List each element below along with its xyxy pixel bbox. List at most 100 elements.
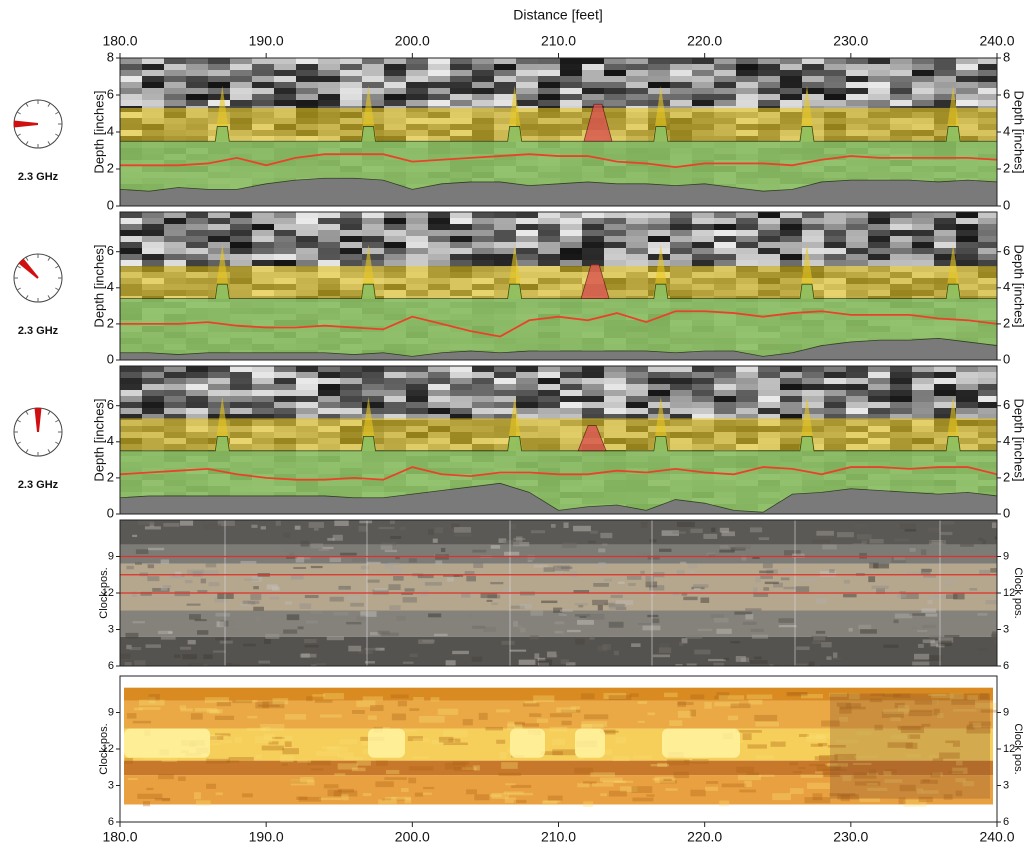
photo-texture: [250, 594, 261, 600]
radar-texture: [384, 218, 406, 224]
photo-texture: [388, 584, 400, 590]
heat-texture: [706, 781, 718, 784]
y-tick-label: 2: [107, 469, 114, 484]
radar-texture: [494, 224, 516, 230]
x-tick-label: 180.0: [102, 33, 137, 49]
radar-texture: [560, 64, 582, 70]
heat-texture: [137, 794, 162, 799]
radar-texture: [626, 70, 648, 76]
radar-texture: [164, 94, 186, 100]
radar-texture: [802, 224, 824, 230]
radar-texture: [890, 254, 912, 260]
radar-texture: [868, 100, 890, 106]
heat-texture: [632, 798, 653, 802]
photo-texture: [381, 542, 396, 545]
photo-texture: [125, 662, 132, 666]
photo-texture: [215, 613, 230, 617]
radar-texture: [120, 76, 142, 82]
radar-texture: [824, 408, 846, 414]
heat-texture: [215, 716, 234, 720]
radar-texture: [560, 384, 582, 390]
radar-texture: [648, 248, 670, 254]
radar-texture: [164, 82, 186, 88]
radar-texture: [230, 260, 252, 266]
heat-texture: [736, 730, 762, 733]
radar-texture: [846, 248, 868, 254]
photo-texture: [403, 597, 417, 602]
radar-texture: [780, 384, 802, 390]
radar-texture: [802, 230, 824, 236]
radar-texture: [362, 64, 384, 70]
photo-texture: [929, 655, 942, 661]
radar-texture: [560, 58, 582, 64]
radar-texture: [472, 100, 494, 106]
radar-texture: [208, 384, 230, 390]
radar-texture: [252, 94, 274, 100]
photo-texture: [361, 566, 369, 569]
radar-texture: [890, 248, 912, 254]
radar-texture: [384, 58, 406, 64]
photo-texture: [918, 644, 924, 648]
radar-texture: [362, 212, 384, 218]
radar-texture: [736, 58, 758, 64]
radar-texture: [670, 82, 692, 88]
radar-texture: [318, 242, 340, 248]
radar-texture: [802, 248, 824, 254]
photo-texture: [736, 656, 746, 662]
photo-texture: [660, 643, 669, 647]
photo-texture: [763, 563, 773, 568]
y-tick-label-right: 2: [1003, 160, 1010, 175]
radar-texture: [736, 378, 758, 384]
radar-texture: [846, 88, 868, 94]
photo-texture: [541, 601, 557, 603]
photo-texture: [567, 630, 581, 632]
radar-texture: [230, 384, 252, 390]
photo-texture: [305, 645, 319, 648]
photo-texture: [203, 654, 212, 659]
photo-texture: [322, 547, 333, 549]
radar-texture: [670, 212, 692, 218]
heat-texture: [339, 739, 356, 744]
radar-texture: [846, 366, 868, 372]
heat-texture: [158, 774, 174, 779]
photo-texture: [752, 635, 768, 639]
photo-texture: [170, 575, 183, 578]
radar-texture: [406, 88, 428, 94]
radar-texture: [692, 224, 714, 230]
radar-texture: [208, 408, 230, 414]
radar-texture: [692, 70, 714, 76]
radar-texture: [164, 254, 186, 260]
radar-texture: [428, 396, 450, 402]
radar-texture: [582, 224, 604, 230]
radar-texture: [362, 396, 384, 402]
radar-texture: [318, 396, 340, 402]
radar-texture: [560, 76, 582, 82]
radar-texture: [846, 260, 868, 266]
heat-texture: [143, 801, 150, 806]
radar-texture: [956, 384, 978, 390]
photo-texture: [350, 603, 364, 607]
photo-texture: [816, 598, 827, 604]
heat-texture: [391, 695, 409, 699]
heat-texture: [747, 772, 760, 775]
radar-texture: [736, 408, 758, 414]
radar-texture: [296, 366, 318, 372]
radar-texture: [538, 224, 560, 230]
heat-texture: [322, 746, 340, 749]
photo-texture: [905, 529, 917, 532]
photo-texture: [953, 594, 964, 600]
radar-texture: [626, 58, 648, 64]
radar-texture: [604, 230, 626, 236]
radar-texture: [824, 88, 846, 94]
radar-texture: [164, 260, 186, 266]
radar-texture: [274, 396, 296, 402]
heat-texture: [195, 708, 217, 712]
radar-texture: [208, 94, 230, 100]
radar-texture: [516, 372, 538, 378]
heat-texture: [616, 737, 626, 744]
radar-texture: [692, 396, 714, 402]
radar-texture: [384, 70, 406, 76]
radar-texture: [164, 218, 186, 224]
photo-texture: [978, 538, 983, 541]
radar-texture: [450, 58, 472, 64]
